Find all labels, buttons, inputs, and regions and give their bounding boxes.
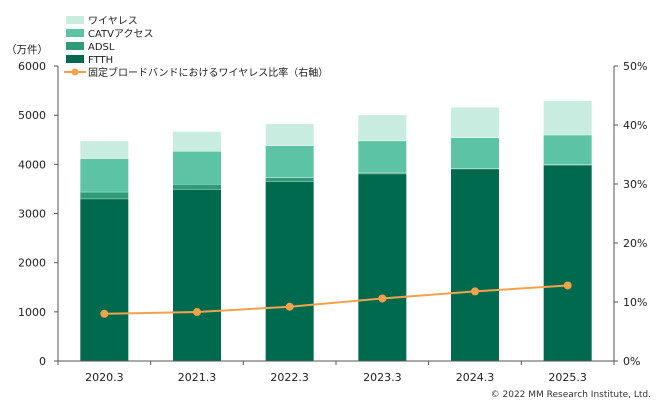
- bar-: [358, 114, 407, 141]
- ratio-line-point: [193, 308, 201, 317]
- ratio-line-point: [471, 287, 479, 296]
- legend-marker: [71, 68, 79, 76]
- bar-adsl: [265, 177, 314, 182]
- legend-label: FTTH: [88, 55, 113, 66]
- bar-: [543, 100, 592, 135]
- x-tick-label: 2023.3: [363, 371, 402, 384]
- x-tick-label: 2020.3: [85, 371, 124, 384]
- right-tick-label: 0%: [623, 355, 640, 368]
- right-tick-label: 40%: [623, 119, 647, 132]
- bar-ftth: [80, 198, 129, 361]
- legend-label: CATVアクセス: [88, 28, 154, 40]
- ratio-line-point: [563, 281, 572, 290]
- bar-: [173, 131, 221, 152]
- bar-adsl: [173, 184, 221, 190]
- bar-catv: [80, 158, 129, 192]
- x-tick-label: 2024.3: [456, 371, 495, 384]
- legend-swatch: [66, 29, 84, 37]
- right-tick-label: 50%: [623, 60, 647, 73]
- ratio-line: [100, 281, 572, 318]
- ratio-line-path: [104, 284, 568, 315]
- right-tick-label: 20%: [623, 237, 647, 250]
- legend-label: ADSL: [88, 42, 115, 53]
- bar-catv: [265, 145, 314, 178]
- copyright-text: © 2022 MM Research Institute, Ltd.: [490, 390, 651, 400]
- ratio-line-point: [100, 309, 109, 318]
- bar-ftth: [173, 189, 221, 361]
- bar-: [80, 140, 129, 159]
- bar-: [451, 107, 499, 138]
- bar-ftth: [358, 173, 407, 361]
- legend-swatch: [66, 16, 84, 24]
- left-tick-label: 2000: [18, 257, 46, 270]
- bar-adsl: [358, 172, 407, 174]
- y-axis-unit-label: （万件）: [6, 44, 48, 56]
- left-tick-label: 0: [39, 355, 46, 368]
- left-tick-label: 4000: [18, 158, 46, 171]
- left-tick-label: 5000: [18, 109, 46, 122]
- bar-catv: [358, 140, 407, 173]
- bars: [80, 100, 592, 361]
- left-tick-label: 1000: [18, 306, 46, 319]
- right-tick-label: 30%: [623, 178, 647, 191]
- axes: 0 1000 2000 3000 4000 5000 6000 0% 10% 20% 30% 40% 5…: [18, 60, 647, 384]
- left-tick-label: 3000: [18, 208, 46, 221]
- bar-: [265, 123, 314, 146]
- x-tick-label: 2022.3: [270, 371, 309, 384]
- legend-swatch: [66, 55, 84, 63]
- legend-label: ワイヤレス: [88, 16, 138, 27]
- legend-swatch: [66, 42, 84, 50]
- bar-catv: [543, 134, 592, 165]
- x-tick-label: 2021.3: [178, 371, 217, 384]
- ratio-line-point: [378, 294, 387, 303]
- bar-catv: [173, 151, 221, 184]
- ratio-line-point: [285, 302, 294, 311]
- x-tick-label: 2025.3: [548, 371, 587, 384]
- bar-ftth: [451, 168, 499, 361]
- left-tick-label: 6000: [18, 60, 46, 73]
- bar-ftth: [265, 181, 314, 361]
- right-tick-label: 10%: [623, 296, 647, 309]
- bar-catv: [451, 137, 499, 169]
- legend-label: 固定ブロードバンドにおけるワイヤレス比率（右軸）: [88, 66, 328, 79]
- bar-ftth: [543, 164, 592, 361]
- bar-adsl: [80, 191, 129, 199]
